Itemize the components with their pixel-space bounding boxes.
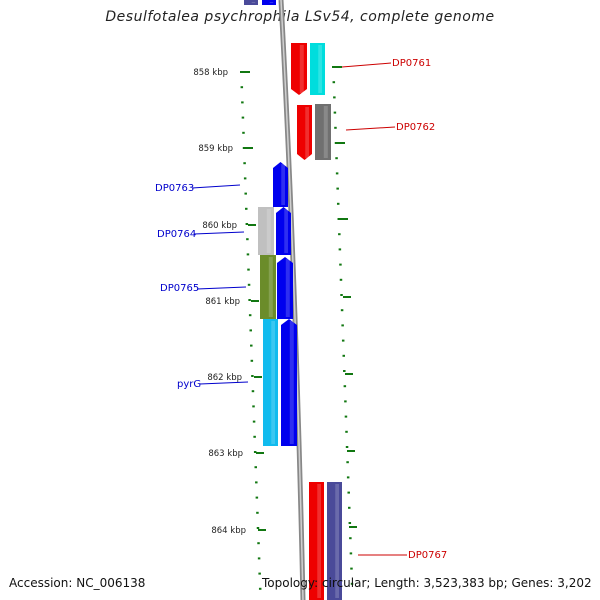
gene-DP0762-companion [315, 104, 331, 160]
gene-block-top-1-shine [251, 2, 256, 3]
genome-backbone [278, 0, 306, 600]
gene-DP0763 [273, 162, 288, 207]
map-title: Desulfotalea psychrophila LSv54, complet… [105, 9, 495, 25]
gene-label-DP0765: DP0765 [160, 283, 199, 294]
gene-DP0764-band [258, 207, 274, 255]
gene-labels: DP0761 DP0762 DP0763 DP0764 DP0765 pyrG DP0767 [155, 58, 447, 561]
gene-pyrG-band-shine [271, 321, 275, 444]
ruler-tick-label: 861 kbp [205, 297, 240, 307]
gene-label-DP0762: DP0762 [396, 122, 435, 133]
gene-DP0761 [291, 43, 307, 95]
gene-DP0761-companion-shine [318, 45, 322, 93]
gene-block-top-2 [262, 0, 276, 5]
label-leader-DP0764 [193, 231, 245, 235]
ruler-ticks: 858 kbp 859 kbp 860 kbp 861 kbp 862 kbp 863 k… [193, 66, 357, 590]
ruler-tick-label: 864 kbp [211, 526, 246, 536]
gene-label-pyrG: pyrG [177, 379, 201, 390]
gene-DP0765-band-shine [268, 257, 273, 317]
gene-DP0761-companion [310, 43, 325, 95]
gene-pyrG [281, 319, 297, 446]
accession-text: Accession: NC_006138 [9, 576, 146, 590]
gene-DP0764-shine [284, 209, 288, 253]
gene-DP0762-shine [305, 107, 309, 158]
topology-text: Topology: circular; Length: 3,523,383 bp… [262, 576, 592, 590]
ruler-tick-label: 863 kbp [208, 449, 243, 459]
gene-block-top-1 [244, 0, 258, 5]
gene-block-top-2-shine [269, 2, 274, 3]
label-leader-DP0761 [341, 62, 392, 68]
ruler-tick-label: 862 kbp [207, 373, 242, 383]
gene-DP0765-band [260, 255, 276, 319]
gene-DP0765-shine [285, 259, 290, 317]
gene-DP0764 [276, 207, 291, 255]
gene-features [244, 0, 342, 600]
ruler-tick-label: 859 kbp [198, 144, 233, 154]
gene-DP0763-shine [281, 164, 285, 205]
gene-label-DP0761: DP0761 [392, 58, 431, 69]
label-leader-DP0762 [345, 126, 396, 131]
backbone-highlight [280, 0, 304, 600]
gene-DP0767-companion-shine [335, 484, 339, 598]
ruler-tick-label: 858 kbp [193, 68, 228, 78]
gene-pyrG-band [263, 319, 278, 446]
gene-DP0767-companion [327, 482, 342, 600]
gene-DP0767-shine [317, 484, 321, 598]
gene-DP0767 [309, 482, 324, 600]
gene-label-DP0763: DP0763 [155, 183, 194, 194]
gene-DP0761-shine [299, 45, 304, 93]
label-leader-pyrG [199, 381, 249, 385]
gene-pyrG-shine [289, 321, 294, 444]
gene-DP0764-band-shine [266, 209, 271, 253]
gene-DP0765 [277, 257, 293, 319]
ruler-tick-label: 860 kbp [202, 221, 237, 231]
gene-DP0762-companion-shine [323, 106, 328, 158]
gene-label-DP0764: DP0764 [157, 229, 196, 240]
gene-label-DP0767: DP0767 [408, 550, 447, 561]
gene-DP0762 [297, 105, 312, 160]
label-leader-DP0763 [191, 184, 241, 189]
label-leader-DP0765 [196, 286, 247, 290]
